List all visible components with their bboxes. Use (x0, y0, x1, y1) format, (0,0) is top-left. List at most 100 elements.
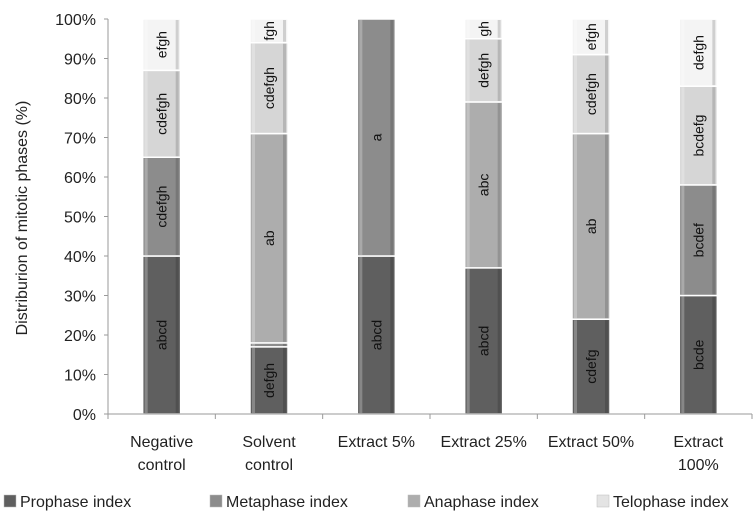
bar-segment (249, 18, 289, 44)
bar-segment-label: defgh (261, 363, 277, 398)
bar-segment (571, 18, 611, 56)
x-tick-label: Extract 25% (441, 434, 527, 451)
y-tick-label: 10% (64, 368, 96, 385)
bar-segment-highlight (681, 185, 685, 295)
bar-segment-shade (712, 296, 716, 413)
legend-label: Metaphase index (226, 494, 348, 511)
bar-segment-label: cdefgh (154, 93, 170, 135)
bar-segment-label: defgh (690, 35, 706, 70)
x-tick-label: Solvent control (242, 434, 296, 474)
bar-segment-label: a (368, 133, 384, 141)
bar-segment-highlight (144, 158, 148, 255)
bar-segment-highlight (681, 296, 685, 413)
bar-segment-shade (283, 134, 286, 342)
bar-segment-highlight (466, 268, 470, 413)
bar-segment-label: cdefg (583, 349, 599, 383)
y-tick-label: 20% (64, 328, 96, 345)
legend-label: Prophase index (20, 494, 131, 511)
bar-segment-highlight (252, 343, 255, 346)
legend-label: Anaphase index (424, 494, 539, 511)
bar-segment-label: defgh (476, 53, 492, 88)
bar-segment (249, 346, 289, 415)
bar-segment (571, 53, 611, 135)
bar-segment (356, 18, 397, 257)
bar-segment-highlight (466, 102, 470, 267)
bar-segment-label: efgh (154, 31, 170, 58)
bar-segment-shade (712, 185, 716, 295)
bar-segment-highlight (574, 55, 577, 133)
bar-segment-shade (605, 134, 608, 319)
bar-segment-highlight (681, 87, 685, 184)
bar-segment-shade (390, 257, 394, 413)
bar-segment-shade (175, 158, 179, 255)
legend-swatch (209, 494, 223, 508)
bar-segment-shade (497, 20, 501, 38)
bar-segment-highlight (681, 20, 685, 86)
bar-segment (463, 101, 504, 269)
y-tick-label: 0% (73, 407, 96, 424)
bar-segment-highlight (144, 20, 148, 70)
x-tick-label: Extract 50% (548, 434, 634, 451)
y-axis-ticks: 0% 10% 20% 30% 40% 50% 60% 70% 80% 90% 100% (55, 12, 108, 424)
y-tick-label: 50% (64, 210, 96, 227)
bar-segment-label: abcd (368, 320, 384, 350)
bar-segment-highlight (144, 71, 148, 157)
legend-swatch (3, 494, 17, 508)
bar-segment-highlight (252, 134, 255, 342)
bar-segment-shade (497, 102, 501, 267)
y-tick-label: 80% (64, 91, 96, 108)
bar-segment-highlight (252, 43, 255, 133)
bar-segment (463, 18, 504, 40)
bar-segment-label: abc (476, 174, 492, 197)
bar-segment-shade (175, 71, 179, 157)
bar-segment (141, 18, 182, 72)
bar-segment-highlight (466, 20, 470, 38)
bar-segment-shade (175, 257, 179, 413)
bar-segment-highlight (574, 134, 577, 319)
bar-segment-highlight (252, 20, 255, 42)
bar-segment-shade (390, 20, 394, 255)
bar-segment-label: bcdef (690, 223, 706, 257)
bar-segment (356, 255, 397, 415)
y-axis-label: Distriburion of mitotic phases (%) (14, 101, 31, 336)
bar-segment (141, 255, 182, 415)
legend-swatch (407, 494, 421, 508)
bar-segment (678, 18, 719, 87)
bar-segment-label: abcd (154, 320, 170, 350)
bar-segment-label: ab (261, 230, 277, 246)
axes (107, 19, 753, 419)
x-tick-label: Extract 5% (338, 434, 415, 451)
y-tick-label: 100% (55, 12, 96, 29)
bar-segment-highlight (574, 20, 577, 54)
bar-segment-label: bcdefg (690, 115, 706, 157)
bar-segment (463, 38, 504, 103)
bar-segment-highlight (466, 39, 470, 101)
x-axis-categories: Negative control Solvent control Extract 5% E… (130, 434, 724, 474)
bar-segment-shade (283, 347, 286, 413)
bar-segment (249, 132, 289, 344)
bar-segment-shade (497, 39, 501, 101)
bar-segment-highlight (252, 347, 255, 413)
bar-segment-shade (283, 20, 286, 42)
bar-segment-label: abcd (476, 326, 492, 356)
bar-segment-label: cdefgh (583, 73, 599, 115)
bar-segment-highlight (574, 320, 577, 413)
bars: abcdcdefghcdefghefghdefghabcdefghfghabcd… (141, 18, 719, 415)
x-tick-label: Extract 100% (673, 434, 723, 474)
y-tick-label: 40% (64, 249, 96, 266)
y-tick-label: 70% (64, 131, 96, 148)
bar-segment-highlight (359, 257, 363, 413)
bar-segment-label: gh (476, 21, 492, 37)
legend-label: Telophase index (613, 494, 729, 511)
x-tick-label: Negative control (130, 434, 193, 474)
bar-segment-highlight (359, 20, 363, 255)
bar-segment (571, 132, 611, 320)
bar-segment (141, 156, 182, 257)
y-tick-label: 90% (64, 52, 96, 69)
bar-segment-label: bcde (690, 339, 706, 370)
bar-segment-shade (175, 20, 179, 70)
bar-segment-label: cdefgh (154, 186, 170, 228)
bar-segment-shade (497, 268, 501, 413)
bar-segment-shade (283, 43, 286, 133)
